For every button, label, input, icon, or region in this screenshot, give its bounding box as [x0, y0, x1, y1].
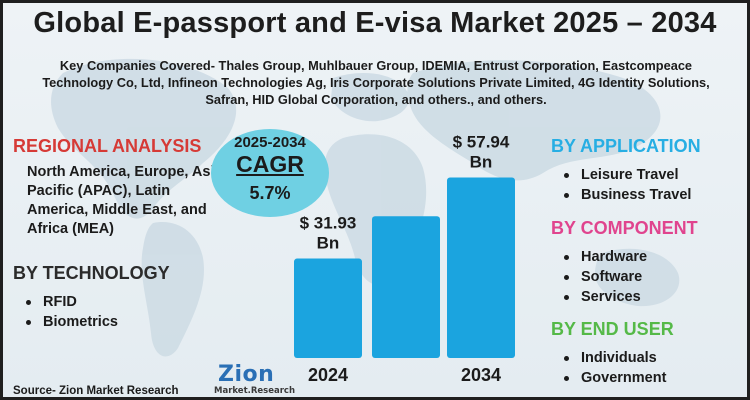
data-label-2034: $ 57.94 Bn: [453, 133, 510, 172]
data-label-2024: $ 31.93 Bn: [300, 214, 357, 253]
by-technology-heading: BY TECHNOLOGY: [13, 263, 170, 283]
page-title: Global E-passport and E-visa Market 2025…: [33, 7, 717, 39]
source-note: Source- Zion Market Research: [13, 385, 179, 397]
bar-mid-1: [372, 216, 440, 358]
bar-2034: [447, 177, 515, 358]
regional-analysis-text: North America, Europe, Asia Pacific (APA…: [27, 164, 223, 237]
bar-2024: [294, 258, 362, 358]
market-bar-chart: $ 31.93 Bn 2024 $ 57.94 Bn 2034: [294, 133, 515, 385]
list-item: Business Travel: [561, 185, 691, 205]
by-application-heading: BY APPLICATION: [551, 136, 701, 156]
list-item: Services: [561, 287, 647, 307]
list-item: Software: [561, 267, 647, 287]
by-component-heading: BY COMPONENT: [551, 218, 698, 238]
logo-tagline: Market.Research: [214, 386, 296, 396]
list-item: Government: [561, 368, 666, 388]
regional-analysis-heading: REGIONAL ANALYSIS: [13, 136, 202, 156]
technology-list: RFID Biometrics: [23, 292, 118, 332]
cagr-circle: [211, 129, 329, 217]
category-label-2034: 2034: [461, 365, 501, 385]
component-list: Hardware Software Services: [561, 247, 647, 307]
key-companies-text: Key Companies Covered- Thales Group, Muh…: [42, 58, 710, 107]
end-user-list: Individuals Government: [561, 348, 666, 388]
list-item: Biometrics: [23, 312, 118, 332]
list-item: RFID: [23, 292, 118, 312]
list-item: Hardware: [561, 247, 647, 267]
list-item: Leisure Travel: [561, 165, 691, 185]
list-item: Individuals: [561, 348, 666, 368]
zion-logo: Zion Market.Research: [206, 362, 296, 397]
logo-wordmark: Zion: [218, 362, 275, 387]
cagr-value: 5.7%: [249, 183, 291, 203]
cagr-period: 2025-2034: [234, 134, 306, 151]
category-label-2024: 2024: [308, 365, 348, 385]
cagr-label: CAGR: [236, 151, 304, 177]
application-list: Leisure Travel Business Travel: [561, 165, 691, 205]
by-end-user-heading: BY END USER: [551, 319, 674, 339]
